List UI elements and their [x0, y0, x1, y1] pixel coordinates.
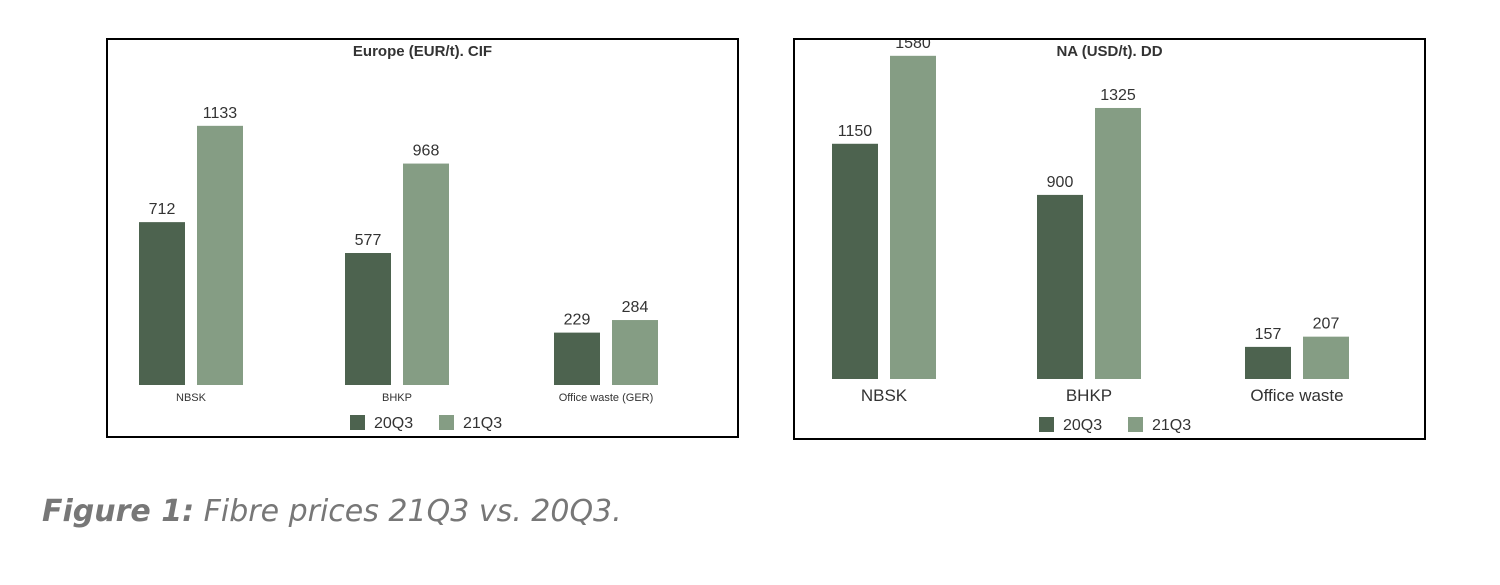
chart-panel-na: NA (USD/t). DD NBSK 1150 1580 BHKP 900 1325 Off… [793, 38, 1426, 440]
legend-label: 20Q3 [1063, 417, 1102, 434]
data-label: 712 [149, 201, 176, 218]
data-label: 284 [622, 299, 649, 316]
bar-20q3 [1245, 346, 1291, 379]
chart-title: Europe (EUR/t). CIF [353, 43, 492, 60]
chart-na: NA (USD/t). DD NBSK 1150 1580 BHKP 900 1325 Off… [832, 40, 1349, 434]
category-label: Office waste (GER) [559, 392, 654, 404]
figure-caption: Figure 1: Fibre prices 21Q3 vs. 20Q3. [42, 494, 622, 529]
legend-swatch [1039, 417, 1054, 432]
data-label: 577 [355, 232, 382, 249]
category-label: BHKP [1066, 386, 1112, 405]
data-label: 1133 [203, 105, 238, 122]
legend-swatch [350, 415, 365, 430]
data-label: 1150 [838, 123, 873, 140]
bar-20q3 [554, 332, 600, 385]
category-label: NBSK [861, 386, 908, 405]
bar-20q3 [139, 222, 185, 385]
bar-21q3 [612, 320, 658, 385]
data-label: 900 [1047, 174, 1074, 191]
legend-swatch [439, 415, 454, 430]
category-label: BHKP [382, 392, 412, 404]
bar-21q3 [1095, 107, 1141, 380]
chart-europe: Europe (EUR/t). CIF NBSK 712 1133 BHKP 577 968… [139, 43, 658, 432]
bar-21q3 [197, 125, 243, 386]
bar-20q3 [832, 143, 878, 379]
data-label: 1580 [895, 40, 931, 52]
bar-20q3 [345, 253, 391, 385]
legend-label: 21Q3 [1152, 417, 1191, 434]
legend-label: 20Q3 [374, 415, 413, 432]
category-label: NBSK [176, 392, 207, 404]
data-label: 157 [1255, 326, 1282, 343]
legend-label: 21Q3 [463, 415, 502, 432]
caption-label: Figure 1: [42, 494, 195, 529]
chart-panel-europe: Europe (EUR/t). CIF NBSK 712 1133 BHKP 577 968… [106, 38, 739, 438]
data-label: 229 [564, 312, 591, 329]
bar-21q3 [1303, 336, 1349, 379]
category-label: Office waste [1250, 386, 1343, 405]
legend-swatch [1128, 417, 1143, 432]
bar-20q3 [1037, 194, 1083, 379]
data-label: 968 [413, 143, 440, 160]
bar-21q3 [890, 55, 936, 380]
data-label: 1325 [1100, 87, 1136, 104]
data-label: 207 [1313, 316, 1340, 333]
chart-title: NA (USD/t). DD [1056, 43, 1162, 60]
caption-text: Fibre prices 21Q3 vs. 20Q3. [194, 494, 622, 529]
bar-21q3 [403, 163, 449, 385]
